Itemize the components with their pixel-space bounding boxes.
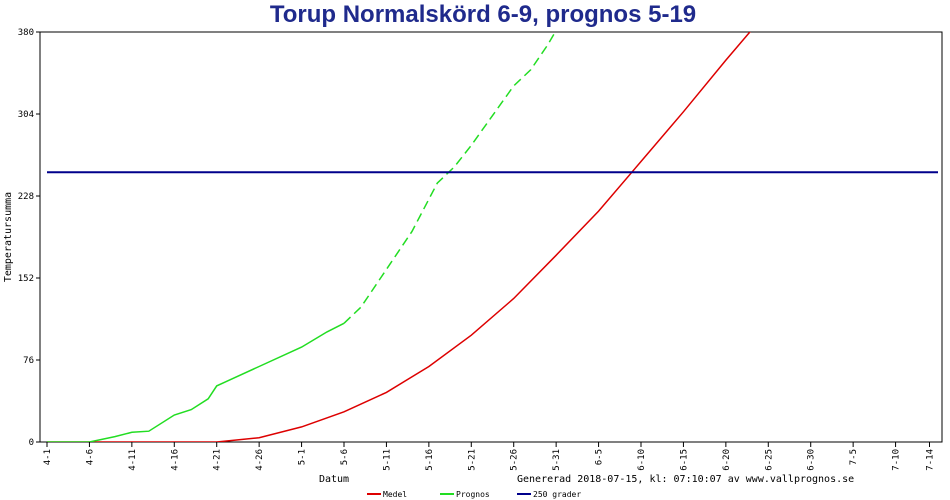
legend-item-250-grader: 250 grader [517, 490, 581, 499]
x-tick-label: 5-31 [552, 449, 562, 471]
x-tick-label: 7-14 [926, 449, 936, 471]
x-tick-label: 4-11 [128, 449, 138, 471]
x-tick-label: 4-1 [43, 449, 53, 465]
y-tick-label: 76 [23, 356, 34, 366]
x-tick-label: 6-5 [595, 449, 605, 465]
x-axis: 4-1 4-6 4-11 4-16 4-21 4-26 5-1 5-6 5-11 5-16 5-21… [43, 442, 936, 471]
x-axis-label: Datum [319, 474, 349, 485]
y-axis-label: Temperatursumma [3, 192, 14, 282]
y-tick-label: 152 [18, 274, 34, 284]
y-tick-label: 228 [18, 192, 34, 202]
x-tick-label: 6-30 [807, 449, 817, 471]
x-tick-label: 5-1 [298, 449, 308, 465]
series-medel-line [47, 32, 751, 442]
legend-item-medel: Medel [367, 490, 407, 499]
x-tick-label: 6-10 [637, 449, 647, 471]
x-tick-label: 4-16 [170, 449, 180, 471]
y-tick-label: 0 [29, 438, 34, 448]
x-tick-label: 5-26 [510, 449, 520, 471]
chart-title: Torup Normalskörd 6-9, prognos 5-19 [269, 1, 697, 28]
x-tick-label: 4-26 [255, 449, 265, 471]
legend: Medel Prognos 250 grader [367, 490, 581, 499]
series-prognos-line [47, 322, 345, 442]
plot-area [39, 31, 943, 443]
series-prognos-forecast-line [343, 32, 557, 324]
plot-frame [39, 31, 943, 443]
y-tick-label: 380 [18, 28, 34, 38]
x-tick-label: 5-11 [382, 449, 392, 471]
x-tick-label: 7-5 [849, 449, 859, 465]
legend-label: Prognos [456, 490, 490, 499]
legend-label: 250 grader [533, 490, 581, 499]
x-tick-label: 6-20 [722, 449, 732, 471]
x-tick-label: 6-15 [679, 449, 689, 471]
legend-item-prognos: Prognos [440, 490, 490, 499]
y-axis: 0 76 152 228 304 380 [18, 28, 40, 448]
x-tick-label: 4-21 [213, 449, 223, 471]
x-tick-label: 5-16 [425, 449, 435, 471]
y-tick-label: 304 [18, 110, 34, 120]
x-tick-label: 4-6 [85, 449, 95, 465]
x-tick-label: 5-6 [340, 449, 350, 465]
legend-label: Medel [383, 490, 407, 499]
x-tick-label: 6-25 [764, 449, 774, 471]
x-tick-label: 7-10 [892, 449, 902, 471]
series-lines [47, 32, 938, 442]
x-tick-label: 5-21 [467, 449, 477, 471]
footer-text: Genererad 2018-07-15, kl: 07:10:07 av ww… [517, 474, 854, 485]
